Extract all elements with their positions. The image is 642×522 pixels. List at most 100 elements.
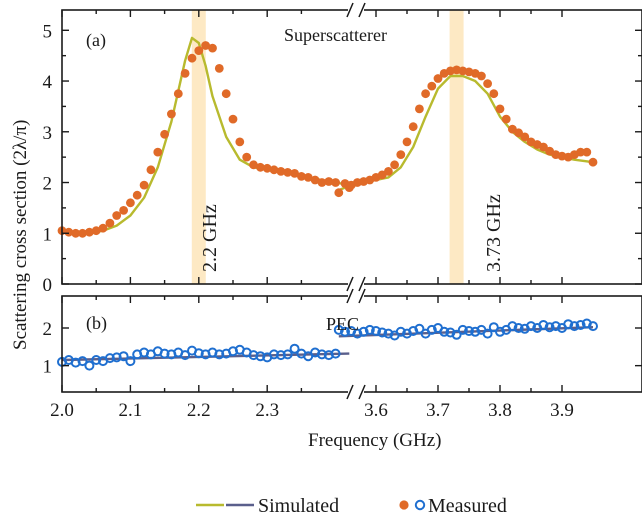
panel-b-measured-point (316, 349, 327, 360)
panel-b-measured-point (526, 321, 536, 332)
panel-a-measured-point (132, 190, 142, 200)
panel-a-measured-point (495, 104, 505, 114)
y-tick-label: 3 (43, 123, 53, 144)
y-tick-label: 5 (43, 21, 53, 42)
panel-b-measured-point (383, 328, 394, 339)
x-tick-label: 3.9 (550, 400, 574, 421)
panel-a-measured-point (582, 147, 592, 157)
break-slash (346, 276, 354, 292)
panel-a-measured-point (317, 178, 327, 187)
x-tick-label: 2.3 (255, 400, 279, 421)
panel-b-measured-point (482, 328, 493, 339)
axis-break-marks (346, 2, 366, 400)
panel-a-label: (a) (86, 30, 106, 51)
panel-b-measured-point (77, 356, 88, 367)
panel-b-measured-point (282, 349, 293, 360)
panel-a-measured-point (249, 160, 258, 170)
panel-a-measured-point (415, 104, 424, 114)
x-tick-label: 2.2 (187, 400, 211, 421)
panel-a-measured-point (98, 223, 108, 233)
x-tick-label: 2.1 (119, 400, 143, 421)
panel-a-measured-point (390, 160, 399, 170)
x-tick-label: 3.7 (426, 400, 450, 421)
panel-a-measured-point (297, 172, 306, 181)
panel-b-measured-point (125, 356, 136, 367)
panel-a-measured-point (64, 227, 74, 237)
y-tick-label: 2 (43, 174, 53, 195)
panel-a-measured-point (408, 122, 418, 132)
panel-b-measured-point (269, 349, 279, 360)
panel-a-measured-point (146, 165, 156, 175)
panel-b-measured-point (330, 348, 341, 359)
panel-a-measured-point (520, 132, 530, 142)
panel-b-measured-point (358, 326, 369, 337)
panel-b-measured-point (544, 322, 555, 333)
panel-b-measured-point (550, 321, 561, 332)
panel-b-measured-point (408, 326, 419, 336)
panel-a-measured-point (539, 142, 548, 152)
legend-measured-marker-a (399, 500, 409, 510)
break-mask (348, 293, 364, 299)
panel-b-measured-point (439, 326, 450, 337)
panel-a-measured-point (235, 137, 245, 147)
panel-a-measured-point (201, 41, 211, 50)
panel-b-simulated-line-seg0 (61, 352, 350, 362)
panel-a-series (57, 36, 598, 238)
panel-b-measured-point (214, 349, 225, 360)
break-mask (348, 281, 364, 287)
panel-b-measured-point (340, 326, 350, 337)
panel-a-simulated-line-seg1 (338, 74, 594, 192)
panel-a-measured-point (85, 227, 94, 237)
highlight-band-3-73ghz (449, 10, 464, 284)
panel-b-measured-point (495, 326, 505, 337)
panel-b-series (57, 318, 598, 371)
panel-a-measured-point (71, 228, 81, 238)
panel-a-measured-point (78, 228, 87, 238)
panel-a-measured-point (262, 163, 272, 173)
panel-b-measured-point (538, 320, 549, 330)
panel-b-measured-point (451, 329, 462, 340)
panel-b-measured-point (118, 351, 129, 362)
break-slash (358, 2, 366, 18)
panel-a-measured-point (283, 168, 293, 177)
panel-a-title: Superscatterer (284, 25, 387, 45)
panel-b-measured-point (352, 328, 363, 339)
panel-a-measured-point (489, 89, 499, 99)
panel-b: 1 2 2.0 2.1 2.2 2.3 3.6 3.7 3.8 3.9 (b) PEC (43, 295, 642, 421)
panel-b-measured-point (507, 321, 518, 332)
panel-a-measured-point (173, 89, 183, 99)
x-tick-label: 2.0 (50, 400, 74, 421)
panel-b-measured-point (513, 323, 524, 333)
panel-a-measured-point (588, 157, 598, 167)
panel-a-measured-point (290, 169, 299, 178)
panel-a-measured-point (334, 188, 344, 198)
panel-a-measured-point (310, 175, 320, 185)
panel-a-measured-point (208, 43, 217, 53)
panel-b-measured-point (588, 321, 598, 332)
panel-b-measured-point (569, 321, 580, 332)
panel-a-measured-point (477, 71, 486, 81)
y-tick-label: 1 (43, 357, 53, 378)
panel-a-measured-point (194, 46, 204, 55)
break-slash (346, 384, 354, 400)
panel-a-measured-point (180, 69, 190, 78)
break-mask (348, 7, 364, 13)
break-slash (346, 288, 354, 304)
panel-a-measured-point (256, 162, 265, 172)
y-axis-label: Scattering cross section (2λ/π) (10, 120, 31, 350)
panel-b-measured-point (180, 350, 191, 361)
legend-measured-label: Measured (428, 495, 507, 517)
panel-b-measured-point (488, 322, 499, 333)
panel-b-measured-point (255, 351, 266, 362)
panel-a-ticks: 0 1 2 3 4 5 (43, 10, 642, 296)
panel-b-measured-point (91, 355, 102, 365)
panel-a-measured-point (303, 173, 313, 182)
panel-b-measured-point (371, 326, 381, 336)
panel-b-measured-point (289, 343, 300, 354)
panel-b-measured-point (159, 348, 170, 359)
panel-a-measured-point (139, 180, 149, 190)
panel-b-measured-point (464, 326, 474, 336)
panel-b-measured-point (84, 360, 95, 371)
y-tick-label: 1 (43, 224, 53, 245)
panel-a-measured-point (384, 167, 393, 176)
